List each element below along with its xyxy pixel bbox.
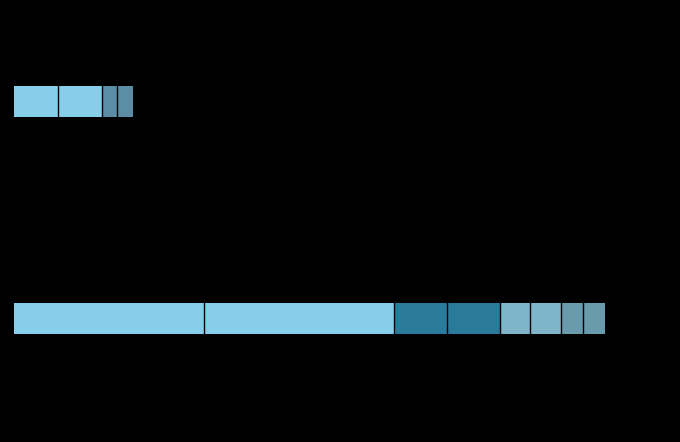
FancyBboxPatch shape <box>500 303 561 334</box>
FancyBboxPatch shape <box>14 86 102 117</box>
FancyBboxPatch shape <box>14 303 394 334</box>
FancyBboxPatch shape <box>394 303 500 334</box>
FancyBboxPatch shape <box>561 303 605 334</box>
FancyBboxPatch shape <box>102 86 133 117</box>
